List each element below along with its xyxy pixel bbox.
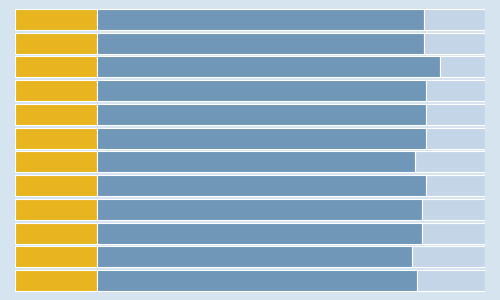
Bar bbox=[417, 270, 485, 291]
Bar bbox=[422, 223, 485, 244]
Bar bbox=[422, 199, 485, 220]
Bar bbox=[15, 128, 97, 148]
Bar bbox=[97, 56, 440, 77]
Bar bbox=[97, 270, 417, 291]
Bar bbox=[97, 9, 424, 30]
Bar bbox=[15, 223, 97, 244]
Bar bbox=[426, 175, 485, 196]
Bar bbox=[15, 199, 97, 220]
Bar bbox=[97, 33, 424, 53]
Bar bbox=[97, 152, 414, 172]
Bar bbox=[15, 9, 97, 30]
Bar bbox=[15, 80, 97, 101]
Bar bbox=[15, 33, 97, 53]
Bar bbox=[15, 270, 97, 291]
Bar bbox=[15, 56, 97, 77]
Bar bbox=[97, 223, 422, 244]
Bar bbox=[97, 175, 426, 196]
Bar bbox=[426, 104, 485, 125]
Bar bbox=[97, 247, 412, 267]
Bar bbox=[97, 128, 426, 148]
Bar bbox=[440, 56, 485, 77]
Bar bbox=[424, 33, 485, 53]
Bar bbox=[426, 128, 485, 148]
Bar bbox=[97, 104, 426, 125]
Bar bbox=[97, 80, 426, 101]
Bar bbox=[15, 247, 97, 267]
Bar bbox=[15, 104, 97, 125]
Bar bbox=[426, 80, 485, 101]
Bar bbox=[414, 152, 485, 172]
Bar bbox=[412, 247, 485, 267]
Bar bbox=[97, 199, 422, 220]
Bar bbox=[15, 152, 97, 172]
Bar bbox=[424, 9, 485, 30]
Bar bbox=[15, 175, 97, 196]
